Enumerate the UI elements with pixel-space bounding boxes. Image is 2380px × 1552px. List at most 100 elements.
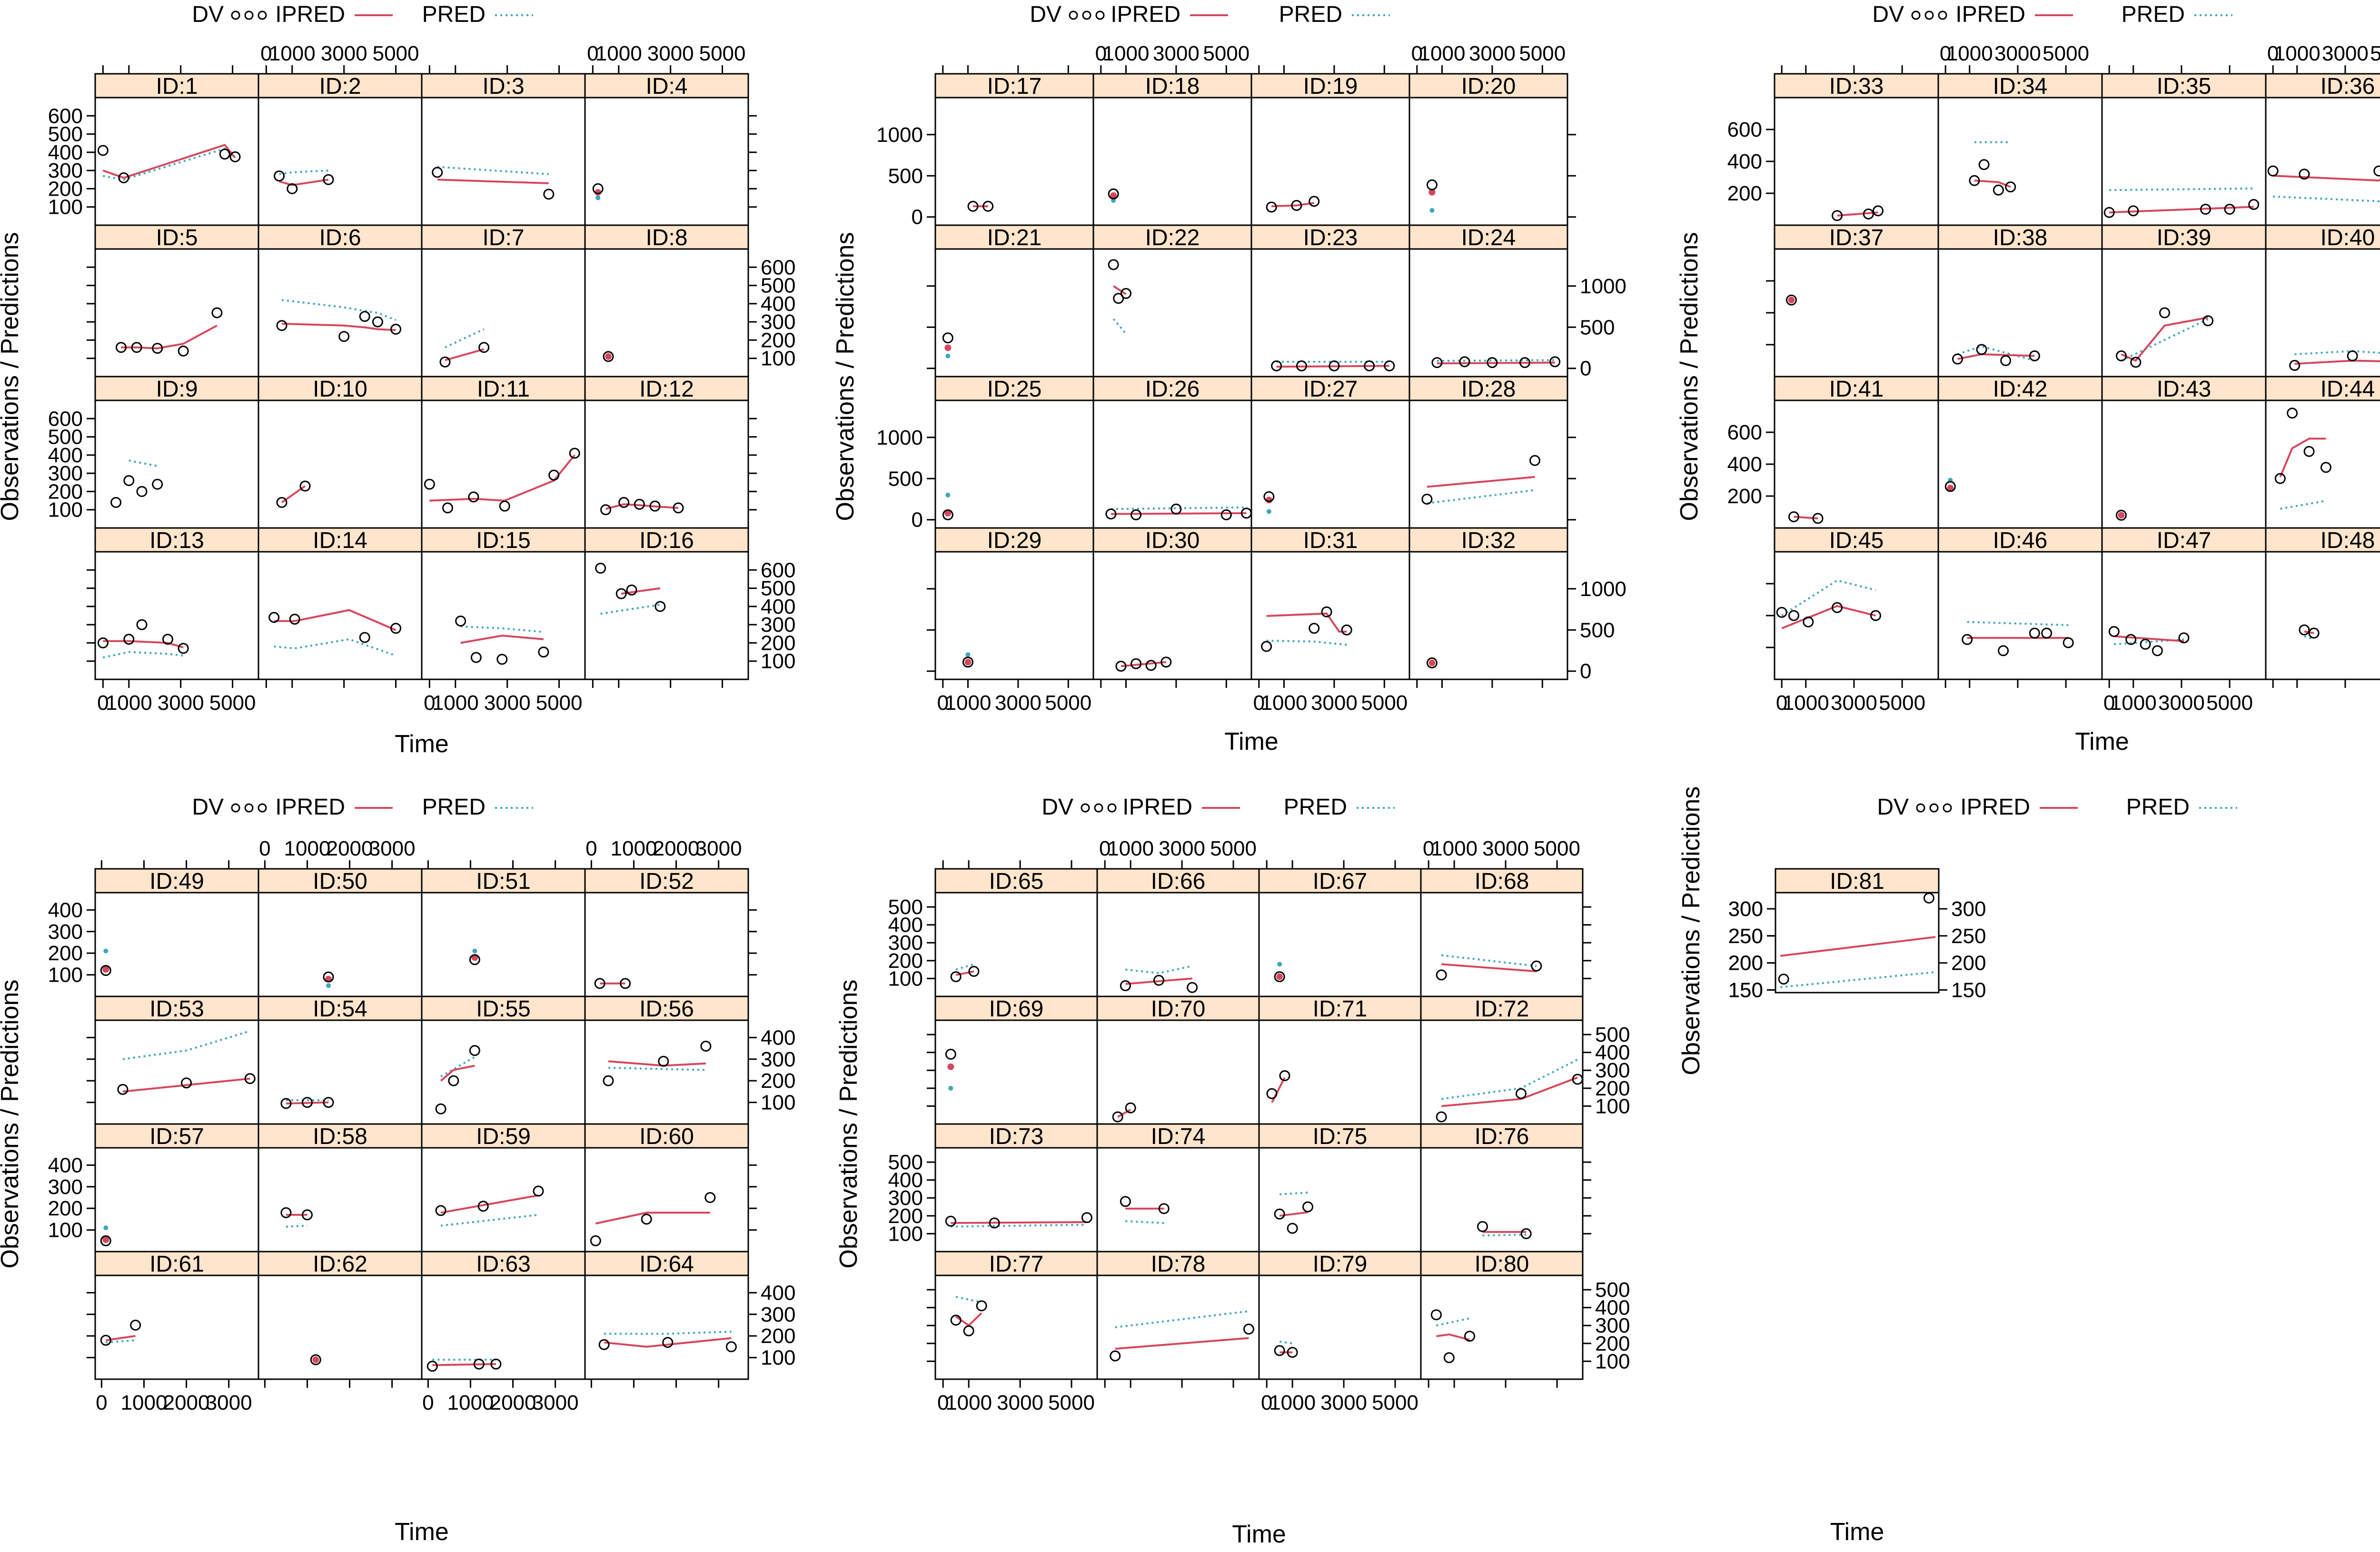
- legend-dv-symbol: [244, 803, 254, 813]
- ipred-line: [274, 609, 397, 631]
- dv-point: [499, 500, 510, 512]
- dv-point: [626, 584, 637, 596]
- strip-label: ID:76: [1475, 1124, 1529, 1149]
- x-tick-label: 0: [1423, 837, 1434, 860]
- ipred-point: [102, 1236, 109, 1244]
- x-tick-label: 3000: [2322, 42, 2369, 65]
- dv-point: [600, 504, 612, 516]
- dv-point: [2274, 473, 2286, 484]
- legend-dv-label: DV: [192, 2, 224, 27]
- legend-dv-symbol: [1943, 803, 1952, 813]
- y-tick-label: 400: [1595, 1296, 1630, 1320]
- y-tick-label: 300: [1728, 897, 1763, 921]
- strip: [94, 73, 259, 99]
- panel-id-41: ID:41 200 400 600: [1727, 376, 1939, 529]
- ipred-line: [2279, 438, 2326, 478]
- dv-point: [1121, 288, 1132, 299]
- panel-id-75: ID:75: [1258, 1123, 1422, 1253]
- dv-point: [435, 1103, 446, 1114]
- y-tick-label: 300: [761, 310, 795, 334]
- y-tick-label: 300: [761, 613, 795, 637]
- dv-point: [1153, 975, 1165, 986]
- strip: [1258, 995, 1422, 1021]
- ipred-line: [122, 1077, 250, 1093]
- x-tick-label: 5000: [536, 691, 583, 715]
- strip: [1408, 73, 1568, 99]
- x-tick-label: 0: [97, 691, 109, 715]
- x-tick-label: 1000: [595, 42, 642, 65]
- x-axis-title: Time: [2075, 728, 2129, 756]
- pred-line: [1112, 318, 1127, 335]
- x-tick-label: 1000: [945, 1391, 992, 1414]
- dv-point: [1803, 616, 1814, 627]
- dv-point: [1426, 179, 1438, 190]
- y-tick-label: 300: [1595, 1059, 1630, 1082]
- strip-label: ID:74: [1151, 1124, 1206, 1149]
- strip: [94, 868, 259, 894]
- dv-point: [280, 1098, 292, 1109]
- dv-point: [1130, 658, 1142, 669]
- x-tick-label: 5000: [1879, 691, 1925, 715]
- dv-point: [2308, 627, 2320, 639]
- strip: [1937, 527, 2103, 553]
- ipred-line: [1780, 936, 1936, 957]
- ipred-point: [1276, 973, 1283, 980]
- ipred-point: [102, 966, 109, 973]
- dv-point: [700, 1041, 712, 1052]
- dv-point: [2159, 307, 2171, 318]
- dv-point: [280, 1207, 292, 1218]
- y-tick-label: 400: [761, 292, 795, 316]
- legend-block-3: DV IPRED PRED: [1872, 2, 2232, 27]
- strip: [934, 868, 1098, 894]
- dv-point: [1271, 360, 1282, 372]
- x-tick-label: 5000: [2043, 42, 2089, 65]
- y-axis-title: Observations / Predictions: [835, 980, 863, 1269]
- strip-label: ID:3: [482, 74, 524, 99]
- strip-label: ID:80: [1475, 1252, 1529, 1277]
- x-tick-label: 5000: [209, 691, 256, 715]
- strip: [1774, 224, 1939, 250]
- x-tick-label: 5000: [373, 42, 419, 65]
- legend-dv-label: DV: [1030, 2, 1061, 27]
- pred-line: [1111, 506, 1247, 510]
- panel-id-24: ID:24 0 500 1000: [1408, 224, 1626, 380]
- strip-label: ID:45: [1829, 528, 1884, 553]
- strip-label: ID:30: [1145, 528, 1200, 553]
- x-tick-label: 1000: [1107, 837, 1154, 860]
- y-tick-label: 1000: [876, 123, 923, 147]
- strip: [94, 376, 259, 401]
- dv-point: [968, 965, 980, 977]
- dv-point: [603, 351, 614, 362]
- pred-line: [286, 1224, 307, 1228]
- dv-point: [100, 1334, 111, 1346]
- ipred-point: [947, 1063, 954, 1070]
- y-tick-label: 500: [1580, 618, 1615, 642]
- x-tick-label: 5000: [1519, 42, 1566, 65]
- panel-id-37: ID:37: [1766, 224, 1939, 378]
- x-tick-label: 0: [1253, 691, 1265, 715]
- strip: [2265, 73, 2380, 99]
- dv-point: [1112, 1111, 1123, 1123]
- y-tick-label: 200: [761, 328, 795, 352]
- y-tick-label: 500: [1595, 1278, 1630, 1302]
- dv-point: [1421, 493, 1433, 505]
- x-tick-label: 3000: [1469, 42, 1516, 65]
- pred-point: [1429, 208, 1435, 213]
- dv-point: [136, 619, 148, 630]
- y-tick-label: 300: [48, 920, 83, 944]
- dv-point: [704, 1192, 716, 1203]
- dv-point: [962, 657, 974, 668]
- dv-point: [1341, 624, 1352, 636]
- dv-point: [603, 1075, 614, 1086]
- ipred-point: [1428, 189, 1436, 196]
- dv-point: [136, 486, 148, 497]
- dv-point: [1969, 175, 1980, 186]
- strip: [258, 868, 423, 894]
- dv-point: [2320, 462, 2331, 473]
